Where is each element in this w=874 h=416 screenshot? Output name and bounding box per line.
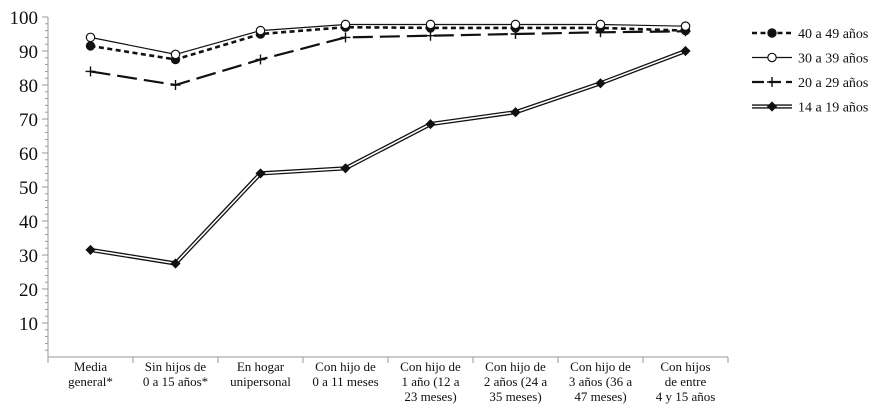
data-point (85, 32, 96, 43)
data-point (340, 19, 351, 30)
x-tick-label-line: Con hijo de (315, 359, 376, 374)
series-line (90, 30, 686, 87)
x-tick-label-line: 0 a 11 meses (312, 374, 378, 389)
y-tick-label: 100 (10, 8, 39, 29)
y-tick-label: 90 (19, 42, 38, 63)
x-tick-label: Con hijo de 1 año (12 a 23 meses) (400, 359, 461, 404)
x-tick-label-line: 4 y 15 años (656, 389, 716, 404)
y-tick-label: 80 (19, 76, 38, 97)
x-tick-label-line: 0 a 15 años* (143, 374, 208, 389)
data-point (85, 66, 96, 77)
legend-marker (767, 28, 777, 38)
y-tick-label: 70 (19, 110, 38, 131)
legend-item: 30 a 39 años (752, 52, 868, 67)
y-tick-label: 20 (19, 280, 38, 301)
x-tick-label-line: 35 meses) (489, 389, 541, 404)
x-tick-label: Con hijos de entre 4 y 15 años (656, 359, 716, 404)
x-tick-label-line: Con hijos (660, 359, 710, 374)
data-point (170, 80, 181, 90)
x-tick-label: Con hijo de 2 años (24 a 35 meses) (484, 359, 547, 404)
legend-label: 40 a 49 años (798, 27, 868, 42)
legend-item: 40 a 49 años (752, 27, 868, 42)
data-point (595, 78, 606, 89)
y-axis: 10 20 30 40 50 60 70 80 90 100 (10, 8, 49, 357)
data-point (510, 19, 521, 30)
x-tick-label-line: Media (74, 359, 107, 374)
legend-label: 20 a 29 años (798, 76, 868, 91)
y-tick-label: 10 (19, 314, 38, 335)
y-tick-label: 40 (19, 212, 38, 233)
data-point (425, 119, 436, 130)
x-tick-label: Media general* (68, 359, 113, 389)
legend-marker (767, 77, 777, 87)
data-point (340, 163, 351, 174)
x-tick-label: Sin hijos de 0 a 15 años* (143, 359, 208, 389)
legend: 40 a 49 años 30 a 39 años 20 a 29 años 14 a… (752, 27, 868, 116)
data-point (425, 19, 436, 30)
series-line (90, 23, 686, 56)
x-tick-label: Con hijo de 0 a 11 meses (312, 359, 378, 389)
y-tick-label: 50 (19, 178, 38, 199)
data-point (680, 45, 691, 57)
series-14-a-19-años (85, 45, 691, 269)
data-point (255, 25, 266, 36)
x-tick-label-line: Con hijo de (400, 359, 461, 374)
x-tick-label-line: general* (68, 374, 113, 389)
legend-item: 20 a 29 años (752, 76, 868, 91)
data-point (255, 54, 266, 65)
x-tick-label-line: 1 año (12 a (401, 374, 459, 389)
x-tick-label: En hogar unipersonal (230, 359, 291, 389)
x-tick-label-line: de entre (665, 374, 707, 389)
x-tick-label: Con hijo de 3 años (36 a 47 meses) (569, 359, 632, 404)
x-axis: Media general* Sin hijos de 0 a 15 años* En … (47, 356, 729, 404)
data-point (255, 168, 266, 179)
x-tick-label-line: En hogar (237, 359, 285, 374)
data-point (170, 49, 181, 60)
x-tick-label-line: Sin hijos de (145, 359, 207, 374)
data-point (85, 41, 96, 51)
x-tick-label-line: Con hijo de (485, 359, 546, 374)
y-tick-label: 30 (19, 246, 38, 267)
x-tick-label-line: 47 meses) (574, 389, 626, 404)
data-point (85, 244, 96, 255)
x-tick-label-line: Con hijo de (570, 359, 631, 374)
x-tick-label-line: unipersonal (230, 374, 291, 389)
data-point (680, 21, 691, 31)
data-point (170, 258, 181, 269)
x-tick-label-line: 3 años (36 a (569, 374, 632, 389)
y-tick-label: 60 (19, 144, 38, 165)
data-point (595, 19, 606, 30)
legend-marker (767, 52, 777, 63)
legend-label: 14 a 19 años (798, 101, 868, 116)
data-point (340, 32, 351, 43)
data-point (510, 107, 521, 118)
legend-item: 14 a 19 años (752, 101, 868, 116)
legend-label: 30 a 39 años (798, 52, 868, 67)
x-tick-label-line: 23 meses) (404, 389, 456, 404)
x-tick-label-line: 2 años (24 a (484, 374, 547, 389)
legend-marker (766, 101, 778, 112)
series-line-inner (90, 50, 686, 265)
series-layer (85, 19, 691, 269)
series-30-a-39-años (85, 19, 691, 60)
